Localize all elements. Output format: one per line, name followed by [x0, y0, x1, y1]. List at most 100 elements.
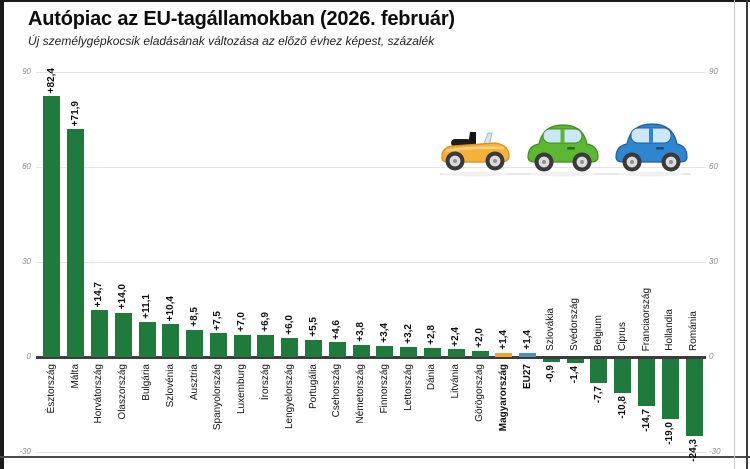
gridline--30 [36, 452, 706, 453]
value-label-Görögország: +2,0 [474, 327, 486, 348]
y-tick-right: 90 [709, 67, 718, 76]
value-label-Finnország: +3,4 [378, 323, 390, 344]
bar-Csehország [328, 342, 346, 357]
bar-Magyarország [495, 352, 513, 357]
bar-Portugália [305, 339, 323, 357]
bar-Franciaország [638, 359, 656, 406]
bar-Svédország [566, 359, 584, 364]
green-car-icon [527, 124, 599, 177]
bar-Horvátország [90, 310, 108, 357]
value-label-Olaszország: +14,0 [117, 284, 129, 310]
country-label-Belgium: Belgium [592, 314, 604, 351]
bar-Ciprus [614, 359, 632, 394]
frame-right-border [746, 0, 748, 469]
country-label-Ausztria: Ausztria [188, 364, 200, 401]
y-tick-left: 90 [22, 67, 31, 76]
value-label-Svédország: -1,4 [569, 366, 581, 384]
country-label-Finnország: Finnország [378, 364, 390, 414]
gridline-30 [36, 262, 706, 263]
bar-Spanyolország [209, 333, 227, 357]
country-label-Dánia: Dánia [426, 364, 438, 391]
bar-Észtország [43, 96, 61, 357]
value-label-Németország: +3,8 [355, 322, 367, 342]
y-tick-right: 60 [709, 162, 718, 171]
bar-Szlovénia [162, 324, 180, 357]
bar-Málta [67, 129, 85, 357]
bar-Olaszország [114, 312, 132, 357]
y-tick-right: 0 [709, 352, 714, 361]
country-label-Spanyolország: Spanyolország [212, 364, 224, 431]
country-label-Svédország: Svédország [569, 298, 581, 351]
value-label-Portugália: +5,5 [307, 316, 319, 337]
value-label-Románia: -24,3 [688, 438, 700, 462]
cars-illustration [440, 123, 691, 177]
bar-Írország [257, 335, 275, 357]
country-label-Észtország: Észtország [45, 364, 57, 414]
y-tick-left: 0 [26, 352, 31, 361]
bar-Németország [352, 344, 370, 357]
bar-Lengyelország [281, 338, 299, 357]
bar-Bulgária [138, 321, 156, 357]
country-label-Portugália: Portugália [307, 364, 319, 410]
value-label-Málta: +71,9 [69, 101, 81, 127]
y-tick-right: -30 [709, 447, 721, 456]
value-label-Szlovákia: -0,9 [545, 364, 557, 383]
value-label-Írország: +6,9 [259, 312, 271, 333]
country-label-Hollandia: Hollandia [664, 309, 676, 351]
value-label-Ausztria: +8,5 [188, 307, 200, 328]
y-tick-left: -30 [19, 447, 31, 456]
country-label-Litvánia: Litvánia [450, 364, 462, 399]
page-title: Autópiac az EU-tagállamokban (2026. febr… [28, 8, 455, 30]
bar-Dánia [423, 348, 441, 357]
frame-top-border [0, 0, 750, 2]
country-label-Szlovákia: Szlovákia [545, 308, 557, 351]
bar-Lettország [400, 346, 418, 357]
value-label-Horvátország: +14,7 [93, 282, 105, 308]
gridline-0 [36, 355, 706, 359]
page-subtitle: Új személygépkocsik eladásának változása… [28, 34, 435, 48]
country-label-Franciaország: Franciaország [640, 287, 652, 351]
y-tick-right: 30 [709, 257, 718, 266]
value-label-Szlovénia: +10,4 [164, 295, 176, 322]
country-label-Ciprus: Ciprus [616, 322, 628, 351]
country-label-Szlovénia: Szlovénia [164, 364, 176, 408]
country-label-Magyarország: Magyarország [497, 364, 509, 432]
y-tick-left: 60 [22, 162, 31, 171]
country-label-Csehország: Csehország [331, 364, 343, 418]
convertible-car-icon [441, 132, 510, 177]
bar-Litvánia [447, 349, 465, 357]
bar-Görögország [471, 350, 489, 357]
bar-EU27 [519, 352, 537, 357]
country-label-Görögország: Görögország [474, 364, 486, 422]
value-label-Ciprus: -10,8 [616, 396, 628, 419]
country-label-Bulgária: Bulgária [141, 364, 153, 401]
country-label-Németország: Németország [355, 364, 367, 424]
bar-Románia [685, 359, 703, 436]
value-label-Dánia: +2,8 [426, 325, 438, 346]
value-label-Magyarország: +1,4 [497, 329, 509, 350]
blue-car-icon [615, 123, 688, 177]
bar-Hollandia [661, 359, 679, 420]
y-axis-right: 90 60 30 0 -30 [709, 67, 736, 458]
country-label-Írország: Írország [259, 364, 271, 401]
value-label-Lettország: +3,2 [402, 324, 414, 344]
frame-bottom-border [0, 456, 750, 458]
value-label-EU27: +1,4 [521, 329, 533, 350]
y-tick-left: 30 [22, 257, 31, 266]
country-label-EU27: EU27 [521, 364, 533, 390]
country-label-Lettország: Lettország [402, 364, 414, 411]
gridline-90 [36, 72, 706, 73]
value-label-Luxemburg: +7,0 [236, 312, 248, 332]
frame-left-border [0, 0, 4, 469]
bar-Finnország [376, 346, 394, 357]
country-label-Lengyelország: Lengyelország [283, 364, 295, 430]
gridline-60 [36, 167, 706, 168]
value-label-Észtország: +82,4 [45, 67, 57, 94]
value-label-Litvánia: +2,4 [450, 326, 462, 347]
frame-right-inner-line [734, 0, 735, 469]
bar-Ausztria [186, 330, 204, 357]
country-label-Olaszország: Olaszország [117, 364, 129, 420]
bars-layer: +82,4 Észtország +71,9 Málta +14,7 Horvátorsz… [40, 68, 706, 462]
value-label-Franciaország: -14,7 [640, 408, 652, 432]
